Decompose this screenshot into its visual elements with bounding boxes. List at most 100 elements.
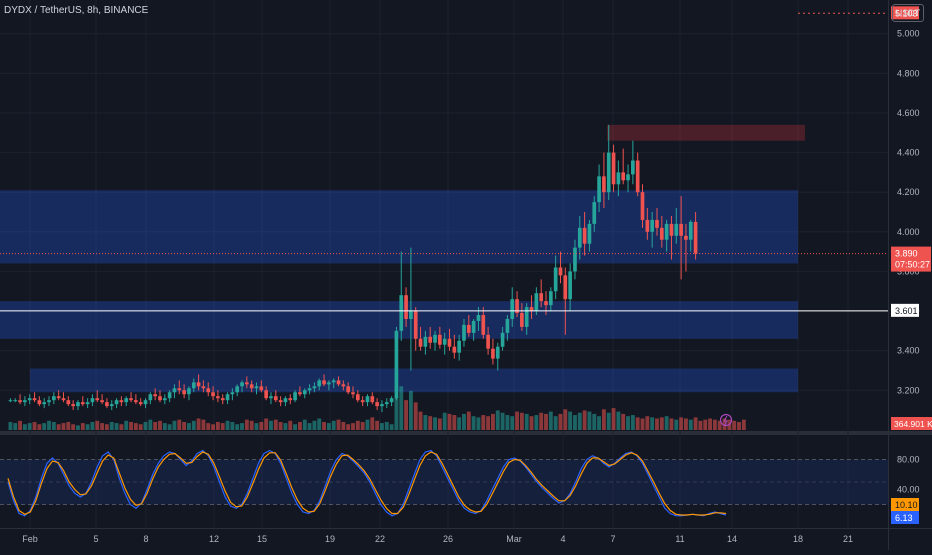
supply-zone[interactable]: [607, 124, 805, 141]
candle-body[interactable]: [109, 404, 114, 407]
candle-body[interactable]: [269, 396, 273, 399]
candle-body[interactable]: [365, 396, 370, 403]
candle-body[interactable]: [37, 400, 42, 405]
candle-body[interactable]: [558, 267, 563, 276]
candle-body[interactable]: [56, 396, 61, 399]
candle-body[interactable]: [409, 311, 413, 319]
candle-body[interactable]: [544, 301, 548, 306]
candle-body[interactable]: [153, 394, 158, 397]
candle-body[interactable]: [264, 390, 268, 399]
candle-body[interactable]: [457, 340, 461, 353]
candle-body[interactable]: [191, 382, 196, 389]
candle-body[interactable]: [631, 160, 635, 175]
candle-body[interactable]: [307, 388, 312, 391]
candle-body[interactable]: [602, 176, 606, 193]
candle-body[interactable]: [476, 315, 481, 321]
candle-body[interactable]: [495, 346, 500, 359]
candle-body[interactable]: [90, 398, 95, 403]
currency-button[interactable]: USDT: [892, 4, 924, 22]
candle-body[interactable]: [32, 398, 37, 401]
candle-body[interactable]: [380, 404, 384, 407]
candle-body[interactable]: [177, 388, 182, 391]
candle-body[interactable]: [529, 307, 534, 312]
candle-body[interactable]: [447, 338, 452, 347]
candle-body[interactable]: [399, 295, 404, 331]
candle-body[interactable]: [510, 299, 515, 319]
candle-body[interactable]: [317, 380, 322, 387]
candle-body[interactable]: [201, 386, 206, 389]
candle-body[interactable]: [80, 402, 85, 405]
candle-body[interactable]: [471, 320, 476, 333]
candle-body[interactable]: [659, 227, 664, 240]
candle-body[interactable]: [322, 380, 326, 385]
candle-body[interactable]: [635, 160, 640, 193]
candle-body[interactable]: [298, 392, 302, 395]
candle-body[interactable]: [491, 348, 495, 359]
candle-body[interactable]: [220, 398, 225, 401]
candle-body[interactable]: [71, 404, 75, 407]
lightning-icon[interactable]: [719, 413, 733, 427]
candle-body[interactable]: [27, 398, 32, 401]
candle-body[interactable]: [225, 394, 230, 401]
candle-body[interactable]: [375, 402, 379, 407]
candle-body[interactable]: [611, 152, 616, 185]
candle-body[interactable]: [230, 392, 235, 395]
candle-body[interactable]: [23, 400, 27, 403]
support-zone[interactable]: [0, 190, 798, 264]
candle-body[interactable]: [466, 324, 471, 333]
candle-body[interactable]: [288, 398, 293, 401]
candle-body[interactable]: [442, 338, 447, 345]
candle-body[interactable]: [428, 336, 433, 343]
candle-body[interactable]: [534, 293, 539, 312]
candle-body[interactable]: [688, 221, 693, 240]
candle-body[interactable]: [674, 223, 679, 236]
candle-body[interactable]: [100, 400, 104, 403]
candle-body[interactable]: [664, 223, 669, 240]
candle-body[interactable]: [616, 172, 621, 185]
candle-body[interactable]: [389, 398, 394, 403]
candle-body[interactable]: [278, 400, 283, 403]
candle-body[interactable]: [134, 400, 138, 403]
candle-body[interactable]: [587, 223, 592, 244]
candle-body[interactable]: [196, 382, 201, 387]
candle-body[interactable]: [85, 402, 90, 405]
candle-body[interactable]: [119, 400, 124, 403]
candle-body[interactable]: [182, 390, 186, 395]
candle-body[interactable]: [520, 313, 524, 327]
candle-body[interactable]: [462, 324, 466, 341]
candle-body[interactable]: [404, 295, 408, 319]
candle-body[interactable]: [524, 307, 529, 327]
candle-body[interactable]: [124, 398, 129, 403]
support-zone[interactable]: [0, 301, 798, 339]
candle-body[interactable]: [211, 392, 215, 397]
candle-body[interactable]: [413, 311, 418, 339]
candle-body[interactable]: [539, 293, 544, 302]
candle-body[interactable]: [650, 219, 654, 232]
candle-body[interactable]: [312, 386, 317, 389]
candle-body[interactable]: [245, 382, 249, 385]
candle-body[interactable]: [621, 172, 626, 181]
candle-body[interactable]: [433, 334, 437, 343]
candle-body[interactable]: [553, 267, 558, 292]
candle-body[interactable]: [283, 398, 288, 403]
candle-body[interactable]: [606, 152, 611, 193]
candle-body[interactable]: [336, 380, 341, 385]
candle-body[interactable]: [52, 396, 56, 401]
candle-body[interactable]: [42, 402, 47, 405]
candle-body[interactable]: [394, 330, 399, 399]
candle-body[interactable]: [418, 338, 423, 347]
candle-body[interactable]: [240, 382, 244, 387]
candle-body[interactable]: [645, 219, 650, 232]
candle-body[interactable]: [216, 396, 220, 399]
candle-body[interactable]: [360, 400, 365, 403]
candle-body[interactable]: [158, 396, 162, 401]
candle-body[interactable]: [293, 392, 297, 401]
candle-body[interactable]: [341, 384, 346, 387]
candle-body[interactable]: [18, 400, 22, 403]
candle-body[interactable]: [693, 221, 698, 254]
candle-body[interactable]: [669, 223, 674, 236]
candle-body[interactable]: [331, 380, 336, 383]
candle-body[interactable]: [679, 223, 683, 236]
